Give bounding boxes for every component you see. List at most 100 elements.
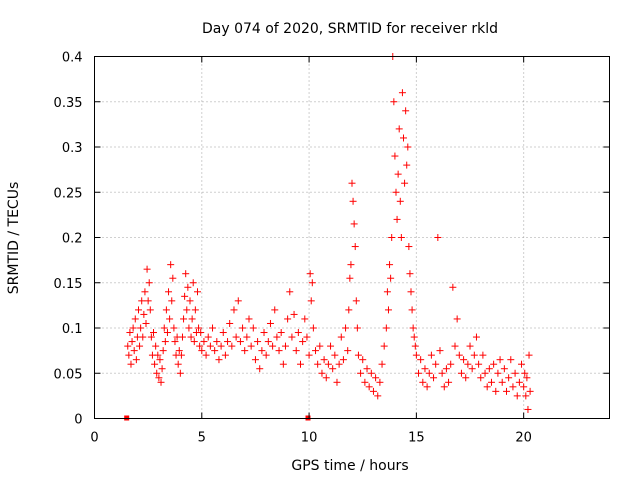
data-point: [167, 261, 175, 269]
data-point: [460, 356, 468, 364]
data-point: [335, 360, 343, 368]
data-point: [483, 383, 491, 391]
data-point: [262, 351, 270, 359]
data-point: [226, 319, 234, 327]
data-point: [388, 234, 396, 241]
data-point: [386, 261, 394, 269]
data-point: [134, 306, 142, 314]
data-point: [434, 234, 442, 241]
data-point: [305, 351, 313, 359]
data-point: [139, 333, 147, 341]
data-point: [217, 342, 225, 350]
data-point: [224, 338, 232, 346]
data-point: [500, 365, 508, 373]
data-point: [271, 306, 279, 314]
data-point: [197, 329, 205, 337]
data-point: [367, 369, 375, 377]
data-point: [153, 369, 161, 377]
data-point: [346, 274, 354, 282]
data-point: [518, 360, 526, 368]
data-point: [406, 270, 414, 278]
data-point: [306, 270, 314, 278]
data-point: [191, 306, 199, 314]
data-point: [189, 279, 197, 287]
data-point: [430, 374, 438, 382]
data-point: [190, 338, 198, 346]
data-point: [352, 297, 360, 305]
data-point: [372, 374, 380, 382]
data-point: [412, 351, 420, 359]
data-point: [158, 365, 166, 373]
data-point: [464, 360, 472, 368]
data-point: [215, 356, 223, 364]
data-point: [301, 315, 309, 323]
data-point: [490, 360, 498, 368]
data-point: [147, 333, 155, 341]
data-point: [188, 315, 196, 323]
y-tick-label: 0.4: [62, 51, 83, 66]
data-point: [236, 338, 244, 346]
data-point: [269, 342, 277, 350]
data-point: [157, 378, 165, 386]
data-point: [398, 89, 406, 97]
data-point: [294, 329, 302, 337]
data-point: [230, 306, 238, 314]
data-point: [526, 387, 534, 395]
y-axis-label: SRMTID / TECUs: [6, 182, 22, 295]
data-point: [462, 374, 470, 382]
data-point: [378, 360, 386, 368]
data-point: [347, 261, 355, 269]
data-point: [275, 347, 283, 355]
grid-lines: [94, 56, 610, 419]
data-point: [234, 297, 242, 305]
data-point: [380, 342, 388, 350]
data-point: [400, 134, 407, 142]
data-point: [127, 360, 135, 368]
data-point: [324, 360, 332, 368]
data-point: [286, 288, 294, 296]
data-point: [405, 243, 413, 251]
data-point: [449, 283, 457, 291]
data-points: [124, 53, 534, 421]
data-point: [132, 356, 140, 364]
data-point: [288, 333, 296, 341]
data-point: [357, 369, 365, 377]
data-point: [503, 387, 510, 395]
chart-title: Day 074 of 2020, SRMTID for receiver rkl…: [202, 21, 498, 37]
data-point: [165, 288, 173, 296]
data-point: [232, 333, 240, 341]
data-point: [445, 378, 453, 386]
data-point: [175, 347, 183, 355]
data-point: [387, 274, 395, 282]
data-point: [245, 315, 253, 323]
x-axis-label: GPS time / hours: [291, 458, 408, 474]
data-point: [382, 324, 390, 332]
data-point: [395, 125, 403, 133]
y-tick-label: 0.05: [54, 367, 83, 382]
data-point: [393, 215, 401, 223]
data-point: [417, 356, 425, 364]
data-point: [408, 306, 416, 314]
data-point: [316, 342, 324, 350]
data-point: [264, 338, 272, 346]
data-point: [351, 243, 359, 251]
data-point: [182, 270, 190, 278]
data-point: [344, 347, 352, 355]
data-point: [254, 338, 262, 346]
data-point: [284, 315, 292, 323]
data-point: [309, 324, 317, 332]
data-point: [159, 347, 167, 355]
data-point: [479, 351, 487, 359]
data-point: [174, 360, 182, 368]
data-point: [124, 342, 132, 350]
data-point: [142, 319, 150, 327]
y-tick-label: 0.25: [54, 186, 83, 201]
data-point: [481, 369, 489, 377]
data-point: [136, 342, 144, 350]
data-point: [195, 324, 203, 332]
data-point: [137, 324, 145, 332]
data-point: [169, 274, 177, 282]
data-point: [451, 342, 459, 350]
data-point: [184, 283, 192, 291]
